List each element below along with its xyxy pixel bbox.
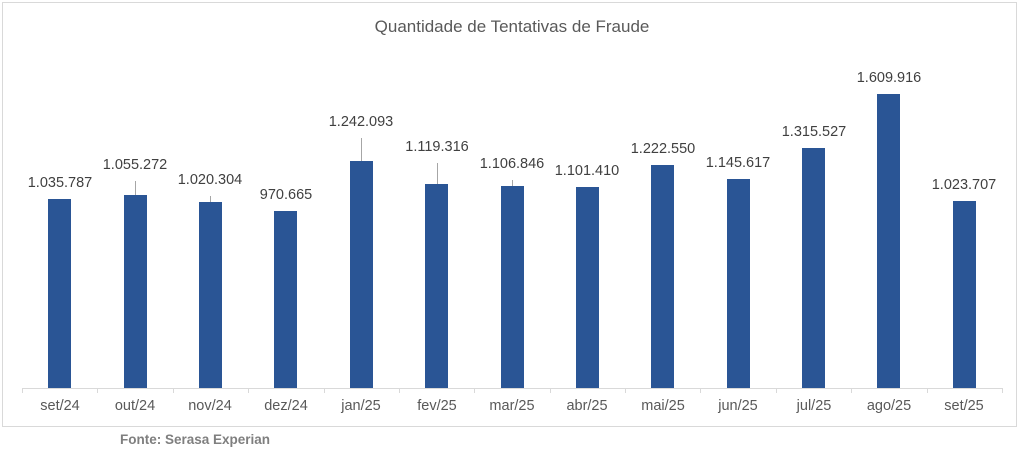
bar-ago-25 bbox=[877, 94, 900, 388]
bar-fev-25 bbox=[425, 184, 448, 388]
x-axis-label: nov/24 bbox=[188, 398, 232, 414]
x-axis-label: dez/24 bbox=[264, 398, 308, 414]
bar-abr-25 bbox=[576, 187, 599, 388]
x-axis-tick bbox=[324, 388, 325, 393]
x-axis-tick bbox=[97, 388, 98, 393]
data-label: 1.242.093 bbox=[328, 114, 394, 130]
label-leader-line bbox=[512, 180, 513, 186]
data-label: 1.222.550 bbox=[630, 141, 696, 157]
x-axis-tick bbox=[1002, 388, 1003, 393]
x-axis-tick bbox=[173, 388, 174, 393]
x-axis-tick bbox=[399, 388, 400, 393]
bar-nov-24 bbox=[199, 202, 222, 388]
data-label: 970.665 bbox=[259, 187, 313, 203]
x-axis-tick bbox=[22, 388, 23, 393]
x-axis-tick bbox=[700, 388, 701, 393]
x-axis-line bbox=[22, 388, 1002, 389]
data-label: 1.101.410 bbox=[554, 163, 620, 179]
x-axis-label: fev/25 bbox=[417, 398, 457, 414]
label-leader-line bbox=[437, 163, 438, 184]
x-axis-label: out/24 bbox=[114, 398, 156, 414]
x-axis-label: abr/25 bbox=[566, 398, 608, 414]
bar-jul-25 bbox=[802, 148, 825, 388]
x-axis-label: jul/25 bbox=[796, 398, 832, 414]
bar-mai-25 bbox=[651, 165, 674, 388]
bar-jun-25 bbox=[727, 179, 750, 388]
bar-out-24 bbox=[124, 195, 147, 388]
x-axis-tick bbox=[927, 388, 928, 393]
x-axis-tick bbox=[851, 388, 852, 393]
x-axis-label: jan/25 bbox=[341, 398, 381, 414]
data-label: 1.035.787 bbox=[27, 175, 93, 191]
bar-set-24 bbox=[48, 199, 71, 388]
label-leader-line bbox=[210, 196, 211, 202]
x-axis-label: ago/25 bbox=[866, 398, 912, 414]
data-label: 1.020.304 bbox=[177, 172, 243, 188]
data-label: 1.145.617 bbox=[705, 155, 771, 171]
bar-set-25 bbox=[953, 201, 976, 388]
x-axis-tick bbox=[248, 388, 249, 393]
data-label: 1.315.527 bbox=[781, 124, 847, 140]
bar-jan-25 bbox=[350, 161, 373, 388]
chart-title: Quantidade de Tentativas de Fraude bbox=[374, 17, 650, 36]
bar-mar-25 bbox=[501, 186, 524, 388]
x-axis-label: set/24 bbox=[40, 398, 80, 414]
x-axis-label: mai/25 bbox=[641, 398, 685, 414]
bar-dez-24 bbox=[274, 211, 297, 388]
x-axis-tick bbox=[776, 388, 777, 393]
data-label: 1.055.272 bbox=[102, 157, 168, 173]
x-axis-tick bbox=[550, 388, 551, 393]
data-label: 1.609.916 bbox=[856, 70, 922, 86]
x-axis-label: jun/25 bbox=[718, 398, 758, 414]
data-label: 1.106.846 bbox=[479, 156, 545, 172]
x-axis-label: set/25 bbox=[944, 398, 984, 414]
x-axis-label: mar/25 bbox=[489, 398, 535, 414]
x-axis-tick bbox=[625, 388, 626, 393]
data-label: 1.119.316 bbox=[405, 139, 469, 155]
source-note: Fonte: Serasa Experian bbox=[120, 432, 271, 447]
x-axis-tick bbox=[474, 388, 475, 393]
label-leader-line bbox=[135, 181, 136, 195]
data-label: 1.023.707 bbox=[931, 177, 997, 193]
label-leader-line bbox=[361, 138, 362, 161]
